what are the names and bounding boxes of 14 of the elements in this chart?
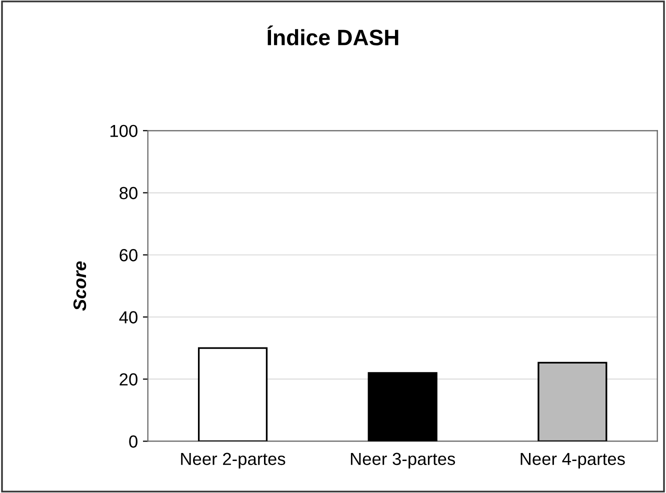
bar	[198, 347, 268, 442]
y-tick-label: 20	[120, 373, 138, 386]
x-tick-label: Neer 4-partes	[520, 452, 625, 469]
y-axis-title: Score	[73, 261, 86, 311]
x-tick-label: Neer 3-partes	[350, 452, 456, 469]
y-tick-label: 40	[119, 311, 138, 324]
bar	[538, 362, 608, 442]
x-tick-label: Neer 2-partes	[181, 452, 286, 469]
y-tick-label: 100	[110, 124, 138, 138]
chart-title: Índice DASH	[267, 25, 398, 46]
y-tick-label: 60	[120, 249, 138, 262]
y-tick-label: 80	[120, 186, 138, 200]
y-tick-label: 0	[129, 435, 138, 448]
bar	[368, 372, 438, 442]
